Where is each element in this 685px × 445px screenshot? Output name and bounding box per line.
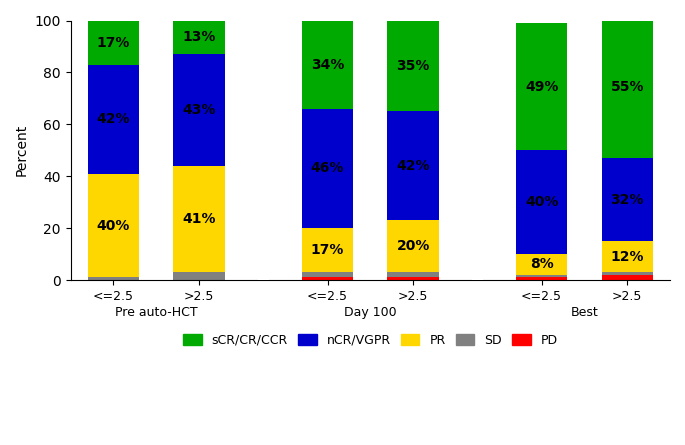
Text: 55%: 55% bbox=[610, 80, 644, 94]
Text: 42%: 42% bbox=[97, 112, 130, 126]
Text: 32%: 32% bbox=[610, 193, 644, 206]
Bar bbox=[88, 65, 139, 174]
Bar bbox=[601, 158, 653, 241]
Bar bbox=[388, 220, 439, 272]
Text: 8%: 8% bbox=[530, 258, 553, 271]
Bar bbox=[601, 15, 653, 158]
Bar bbox=[388, 278, 439, 280]
Text: 46%: 46% bbox=[311, 162, 344, 175]
Bar bbox=[601, 241, 653, 272]
Bar bbox=[516, 23, 567, 150]
Bar bbox=[88, 20, 139, 65]
Text: 41%: 41% bbox=[182, 212, 216, 226]
Bar bbox=[302, 20, 353, 109]
Bar bbox=[88, 174, 139, 278]
Bar bbox=[388, 272, 439, 278]
Bar bbox=[516, 275, 567, 278]
Text: 42%: 42% bbox=[397, 159, 430, 173]
Text: 40%: 40% bbox=[97, 218, 130, 233]
Text: 17%: 17% bbox=[311, 243, 344, 257]
Bar bbox=[302, 228, 353, 272]
Legend: sCR/CR/CCR, nCR/VGPR, PR, SD, PD: sCR/CR/CCR, nCR/VGPR, PR, SD, PD bbox=[178, 329, 563, 352]
Bar bbox=[173, 272, 225, 280]
Bar bbox=[516, 254, 567, 275]
Text: Pre auto-HCT: Pre auto-HCT bbox=[115, 306, 197, 319]
Bar bbox=[388, 111, 439, 220]
Bar bbox=[173, 20, 225, 54]
Bar bbox=[173, 166, 225, 272]
Y-axis label: Percent: Percent bbox=[15, 124, 29, 176]
Text: Best: Best bbox=[571, 306, 598, 319]
Bar bbox=[516, 278, 567, 280]
Text: 49%: 49% bbox=[525, 80, 558, 94]
Text: 17%: 17% bbox=[97, 36, 130, 49]
Bar bbox=[302, 278, 353, 280]
Text: 34%: 34% bbox=[311, 57, 344, 72]
Bar bbox=[516, 150, 567, 254]
Bar bbox=[88, 278, 139, 280]
Text: 12%: 12% bbox=[610, 250, 644, 264]
Text: Day 100: Day 100 bbox=[344, 306, 397, 319]
Bar bbox=[601, 272, 653, 275]
Bar bbox=[302, 109, 353, 228]
Text: 43%: 43% bbox=[182, 103, 216, 117]
Bar bbox=[173, 54, 225, 166]
Text: 13%: 13% bbox=[182, 30, 216, 44]
Text: 20%: 20% bbox=[397, 239, 429, 253]
Bar bbox=[388, 20, 439, 111]
Text: 35%: 35% bbox=[397, 59, 429, 73]
Bar bbox=[302, 272, 353, 278]
Bar bbox=[601, 275, 653, 280]
Text: 40%: 40% bbox=[525, 195, 558, 209]
